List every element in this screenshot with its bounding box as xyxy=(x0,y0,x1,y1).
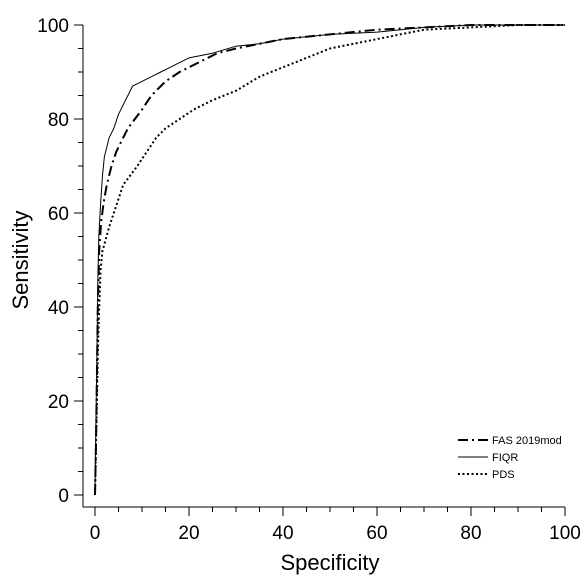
series-line-1 xyxy=(94,24,565,496)
series-line-2 xyxy=(94,24,565,496)
x-tick-label: 60 xyxy=(366,523,387,544)
legend-label-0: FAS 2019mod xyxy=(492,435,562,447)
legend-label-1: FIQR xyxy=(492,452,518,464)
y-tick-label: 100 xyxy=(37,16,69,37)
y-tick-label: 40 xyxy=(48,298,69,319)
y-tick-label: 0 xyxy=(58,486,69,507)
y-tick-label: 20 xyxy=(48,392,69,413)
x-tick-label: 0 xyxy=(90,523,101,544)
x-axis-title: Specificity xyxy=(280,550,379,575)
y-tick-label: 60 xyxy=(48,204,69,225)
x-tick-label: 80 xyxy=(460,523,481,544)
legend: FAS 2019mod FIQR PDS xyxy=(458,435,562,481)
axes xyxy=(82,25,565,508)
x-tick-label: 20 xyxy=(178,523,199,544)
series-lines xyxy=(94,24,565,496)
y-tick-label: 80 xyxy=(48,110,69,131)
x-tick-label: 100 xyxy=(549,523,581,544)
x-tick-label: 40 xyxy=(272,523,293,544)
legend-label-2: PDS xyxy=(492,469,515,481)
series-line-0 xyxy=(94,24,565,496)
ticks: 0 20 40 60 80 100 0 20 40 60 80 100 xyxy=(37,16,581,544)
y-axis-title: Sensitivity xyxy=(8,210,33,309)
